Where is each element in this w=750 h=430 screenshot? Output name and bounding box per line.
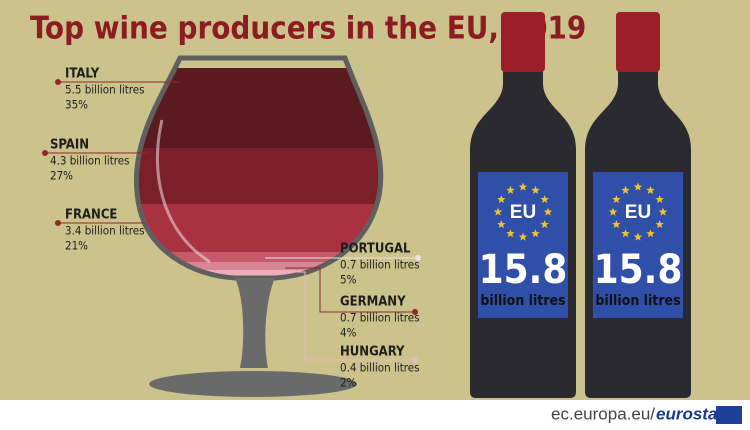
eu-star	[497, 195, 506, 204]
bottle-eu: EU	[625, 202, 651, 223]
eu-star	[655, 195, 664, 204]
eu-star	[543, 207, 553, 216]
producer-volume: 5.5 billion litres	[65, 83, 145, 97]
bottle-cap	[616, 12, 660, 72]
bottle-unit: billion litres	[480, 293, 565, 309]
eu-star	[540, 195, 549, 204]
producer-volume: 4.3 billion litres	[50, 154, 130, 168]
bottle-cap	[501, 12, 545, 72]
eu-star	[493, 207, 503, 216]
producer-country: SPAIN	[50, 138, 89, 153]
producer-volume: 0.7 billion litres	[340, 311, 420, 325]
glass-shine	[155, 119, 211, 264]
producer-volume: 3.4 billion litres	[65, 224, 145, 238]
footer-bar	[0, 400, 750, 430]
eu-star	[518, 232, 528, 241]
bottle-value: 15.8	[479, 247, 568, 293]
eu-star	[518, 182, 528, 191]
glass-stem	[235, 278, 275, 368]
producer-share: 27%	[50, 169, 73, 183]
eu-star	[506, 185, 515, 194]
leader-dots	[42, 79, 421, 363]
bottle-label	[593, 172, 683, 318]
producer-country: FRANCE	[65, 208, 117, 223]
eu-star	[540, 220, 549, 229]
eu-star	[633, 232, 643, 241]
producer-share: 5%	[340, 273, 357, 287]
producer-volume: 0.7 billion litres	[340, 258, 420, 272]
eu-star	[506, 229, 515, 238]
bottle-unit: billion litres	[595, 293, 680, 309]
producer-country: ITALY	[65, 67, 100, 82]
producer-share: 35%	[65, 98, 88, 112]
eu-star	[655, 220, 664, 229]
glass-base	[149, 371, 357, 397]
leaders	[45, 81, 418, 361]
title: Top wine producers in the EU, 2019	[30, 11, 586, 47]
bottle-label	[478, 172, 568, 318]
wine	[136, 68, 381, 278]
bottle-value: 15.8	[594, 247, 683, 293]
producer-share: 4%	[340, 326, 357, 340]
producer-volume: 0.4 billion litres	[340, 361, 420, 375]
eu-flag	[716, 406, 742, 424]
eu-star	[646, 185, 655, 194]
eu-star	[621, 185, 630, 194]
producer-share: 21%	[65, 239, 88, 253]
eu-star	[531, 185, 540, 194]
eu-star	[612, 220, 621, 229]
eu-star	[612, 195, 621, 204]
eu-star	[633, 182, 643, 191]
footer-brand: eurostat	[656, 404, 724, 423]
eu-star	[497, 220, 506, 229]
eu-star	[646, 229, 655, 238]
eu-star	[621, 229, 630, 238]
footer-site: ec.europa.eu/	[551, 404, 655, 423]
eu-star	[658, 207, 668, 216]
eu-star	[608, 207, 618, 216]
bottle-eu: EU	[510, 202, 536, 223]
producer-share: 2%	[340, 376, 357, 390]
producer-country: GERMANY	[340, 295, 406, 310]
producer-country: HUNGARY	[340, 345, 405, 360]
eu-star	[531, 229, 540, 238]
producer-country: PORTUGAL	[340, 242, 411, 257]
